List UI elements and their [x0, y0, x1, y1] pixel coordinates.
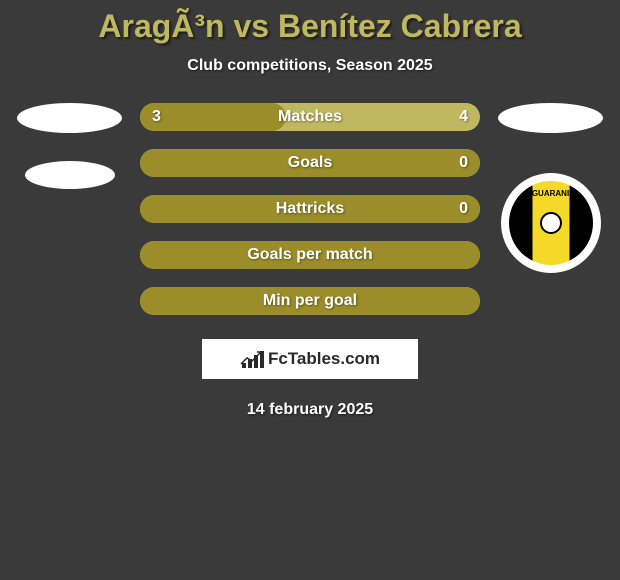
icon-bar [248, 359, 252, 368]
stat-row-goals: Goals 0 [140, 149, 480, 177]
stat-row-matches: 3 Matches 4 [140, 103, 480, 131]
stat-label: Min per goal [140, 292, 480, 310]
club-badge-ball-icon [540, 212, 562, 234]
stat-row-min-per-goal: Min per goal [140, 287, 480, 315]
stat-right-value: 0 [459, 154, 468, 172]
right-player-column: GUARANI [498, 103, 603, 273]
stats-bars: 3 Matches 4 Goals 0 Hattricks 0 Goals pe… [140, 103, 480, 315]
stat-label: Goals per match [140, 246, 480, 264]
chart-icon [240, 350, 262, 368]
date-text: 14 february 2025 [0, 401, 620, 419]
stat-right-value: 0 [459, 200, 468, 218]
stat-row-hattricks: Hattricks 0 [140, 195, 480, 223]
comparison-area: 3 Matches 4 Goals 0 Hattricks 0 Goals pe… [0, 103, 620, 315]
stat-label: Matches [140, 108, 480, 126]
icon-bar [260, 351, 264, 368]
club-badge-label: GUARANI [532, 189, 569, 198]
comparison-title: AragÃ³n vs Benítez Cabrera [0, 8, 620, 45]
icon-bar [242, 363, 246, 368]
comparison-subtitle: Club competitions, Season 2025 [0, 57, 620, 75]
stat-label: Hattricks [140, 200, 480, 218]
brand-box[interactable]: FcTables.com [202, 339, 418, 379]
club-badge-inner: GUARANI [509, 181, 593, 265]
stat-right-value: 4 [459, 108, 468, 126]
infographic-container: AragÃ³n vs Benítez Cabrera Club competit… [0, 0, 620, 419]
right-club-badge: GUARANI [501, 173, 601, 273]
left-club-placeholder [25, 161, 115, 189]
icon-bar [254, 355, 258, 368]
stat-row-goals-per-match: Goals per match [140, 241, 480, 269]
left-player-avatar-placeholder [17, 103, 122, 133]
brand-text: FcTables.com [268, 349, 380, 369]
stat-label: Goals [140, 154, 480, 172]
left-player-column [17, 103, 122, 189]
right-player-avatar-placeholder [498, 103, 603, 133]
